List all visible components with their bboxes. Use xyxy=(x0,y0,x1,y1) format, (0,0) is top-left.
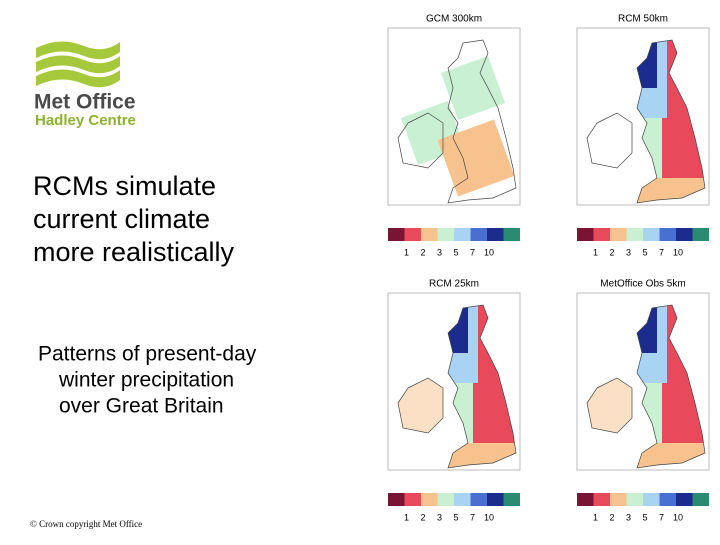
colorbar-label: 3 xyxy=(626,247,631,257)
logo-subname: Hadley Centre xyxy=(35,112,136,129)
colorbar-swatch xyxy=(470,228,487,241)
colorbar-label: 10 xyxy=(484,512,494,522)
subtitle-line: over Great Britain xyxy=(59,395,224,418)
colorbar-swatch xyxy=(421,493,438,506)
colorbar-swatch xyxy=(437,228,454,241)
panel-title: MetOffice Obs 5km xyxy=(600,279,685,290)
colorbar-label: 10 xyxy=(484,247,494,257)
colorbar-label: 10 xyxy=(673,247,683,257)
colorbar-swatch xyxy=(610,228,627,241)
colorbar-label: 3 xyxy=(437,247,442,257)
map-panel: MetOffice Obs 5km 1 2 3 5 7 10 xyxy=(576,279,710,522)
colorbar-label: 7 xyxy=(470,512,475,522)
panel-title: RCM 25km xyxy=(429,279,479,290)
colorbar-swatch xyxy=(692,228,709,241)
colorbar-swatch xyxy=(659,493,676,506)
panel-title: GCM 300km xyxy=(426,14,482,25)
colorbar-swatch xyxy=(421,228,438,241)
colorbar-label: 1 xyxy=(404,512,409,522)
map-panel: GCM 300km 1 2 3 5 7 10 xyxy=(387,14,521,257)
colorbar-label: 2 xyxy=(420,247,425,257)
colorbar-swatch xyxy=(577,493,594,506)
colorbar-label: 7 xyxy=(470,247,475,257)
colorbar-label: 1 xyxy=(404,247,409,257)
colorbar-swatch xyxy=(692,493,709,506)
map-panel: RCM 25km 1 2 3 5 7 10 xyxy=(387,279,521,522)
title-line: current climate xyxy=(33,204,210,234)
colorbar-swatch xyxy=(593,493,610,506)
colorbar-label: 3 xyxy=(437,512,442,522)
colorbar-swatch xyxy=(676,228,693,241)
colorbar-swatch xyxy=(437,493,454,506)
colorbar-label: 3 xyxy=(626,512,631,522)
coast xyxy=(447,39,517,204)
colorbar-swatch xyxy=(676,493,693,506)
map xyxy=(397,39,517,204)
colorbar-swatch xyxy=(503,228,520,241)
logo: Met Office Hadley Centre xyxy=(34,41,136,129)
colorbar-swatch xyxy=(659,228,676,241)
colorbar-label: 5 xyxy=(642,512,647,522)
cell xyxy=(440,55,506,121)
title-line: RCMs simulate xyxy=(33,171,216,201)
colorbar-swatch xyxy=(643,228,660,241)
colorbar-label: 7 xyxy=(659,247,664,257)
coast xyxy=(586,112,633,169)
colorbar-swatch xyxy=(626,493,643,506)
colorbar-swatch xyxy=(487,228,504,241)
colorbar-swatch xyxy=(470,493,487,506)
ireland-fill xyxy=(587,378,632,433)
map-panel: RCM 50km 1 2 3 5 7 10 xyxy=(576,14,710,257)
coast xyxy=(397,377,444,434)
ireland-fill xyxy=(398,378,443,433)
coast xyxy=(397,112,444,169)
colorbar-swatch xyxy=(388,493,405,506)
colorbar-swatch xyxy=(454,228,471,241)
colorbar-swatch xyxy=(626,228,643,241)
colorbar-label: 2 xyxy=(420,512,425,522)
panel-title: RCM 50km xyxy=(618,14,668,25)
colorbar-swatch xyxy=(454,493,471,506)
colorbar-swatch xyxy=(388,228,405,241)
colorbar-label: 5 xyxy=(453,247,458,257)
coast xyxy=(636,39,706,204)
colorbar-label: 5 xyxy=(453,512,458,522)
subtitle-line: winter precipitation xyxy=(58,369,234,392)
colorbar-swatch xyxy=(404,228,421,241)
colorbar-label: 5 xyxy=(642,247,647,257)
footer: © Crown copyright Met Office xyxy=(30,519,142,529)
colorbar-swatch xyxy=(610,493,627,506)
colorbar-label: 2 xyxy=(609,247,614,257)
colorbar-swatch xyxy=(404,493,421,506)
colorbar-swatch xyxy=(593,228,610,241)
colorbar-label: 7 xyxy=(659,512,664,522)
subtitle-line: Patterns of present-day xyxy=(38,343,257,366)
colorbar-label: 10 xyxy=(673,512,683,522)
colorbar-swatch xyxy=(487,493,504,506)
coast xyxy=(586,377,633,434)
coast xyxy=(447,304,517,469)
colorbar-swatch xyxy=(577,228,594,241)
colorbar-swatch xyxy=(643,493,660,506)
logo-name: Met Office xyxy=(34,91,136,114)
colorbar-label: 1 xyxy=(593,512,598,522)
colorbar-label: 2 xyxy=(609,512,614,522)
colorbar-label: 1 xyxy=(593,247,598,257)
coast xyxy=(636,304,706,469)
colorbar-swatch xyxy=(503,493,520,506)
cell xyxy=(437,119,515,197)
title-line: more realistically xyxy=(33,237,235,267)
